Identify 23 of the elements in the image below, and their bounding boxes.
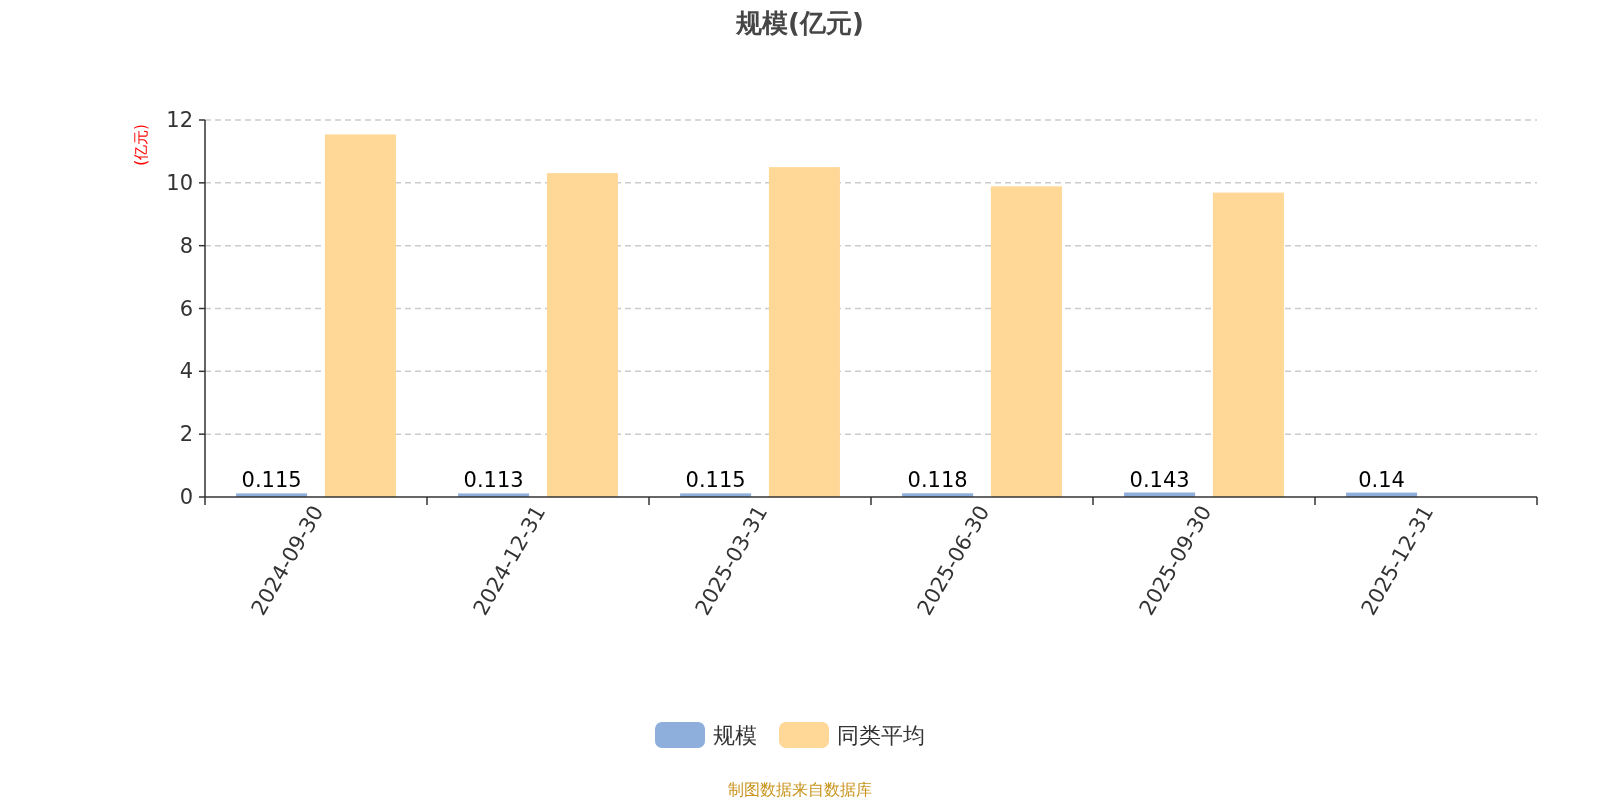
bar bbox=[324, 134, 396, 497]
data-label: 0.143 bbox=[1129, 467, 1190, 492]
data-label: 0.118 bbox=[907, 468, 968, 493]
y-tick-label: 2 bbox=[179, 422, 193, 447]
y-tick-label: 0 bbox=[179, 485, 193, 509]
bar bbox=[546, 173, 618, 497]
bar bbox=[768, 167, 840, 497]
y-tick-label: 12 bbox=[166, 108, 193, 132]
bar bbox=[1212, 192, 1284, 497]
y-tick-label: 8 bbox=[179, 233, 193, 258]
y-tick-label: 4 bbox=[179, 359, 193, 384]
bar bbox=[990, 186, 1062, 497]
text: 制图数据来自数据库 bbox=[728, 780, 872, 799]
data-label: 0.115 bbox=[241, 468, 302, 493]
data-label: 0.115 bbox=[685, 468, 746, 493]
legend-label: 同类平均 bbox=[837, 723, 925, 748]
data-label: 0.14 bbox=[1358, 467, 1405, 492]
y-axis-title: (亿元) bbox=[132, 124, 150, 166]
y-tick-label: 6 bbox=[179, 296, 193, 321]
chart-title: 规模(亿元) bbox=[735, 8, 864, 38]
y-tick-label: 10 bbox=[166, 170, 193, 195]
legend-label: 规模 bbox=[713, 723, 757, 748]
data-label: 0.113 bbox=[463, 468, 524, 493]
